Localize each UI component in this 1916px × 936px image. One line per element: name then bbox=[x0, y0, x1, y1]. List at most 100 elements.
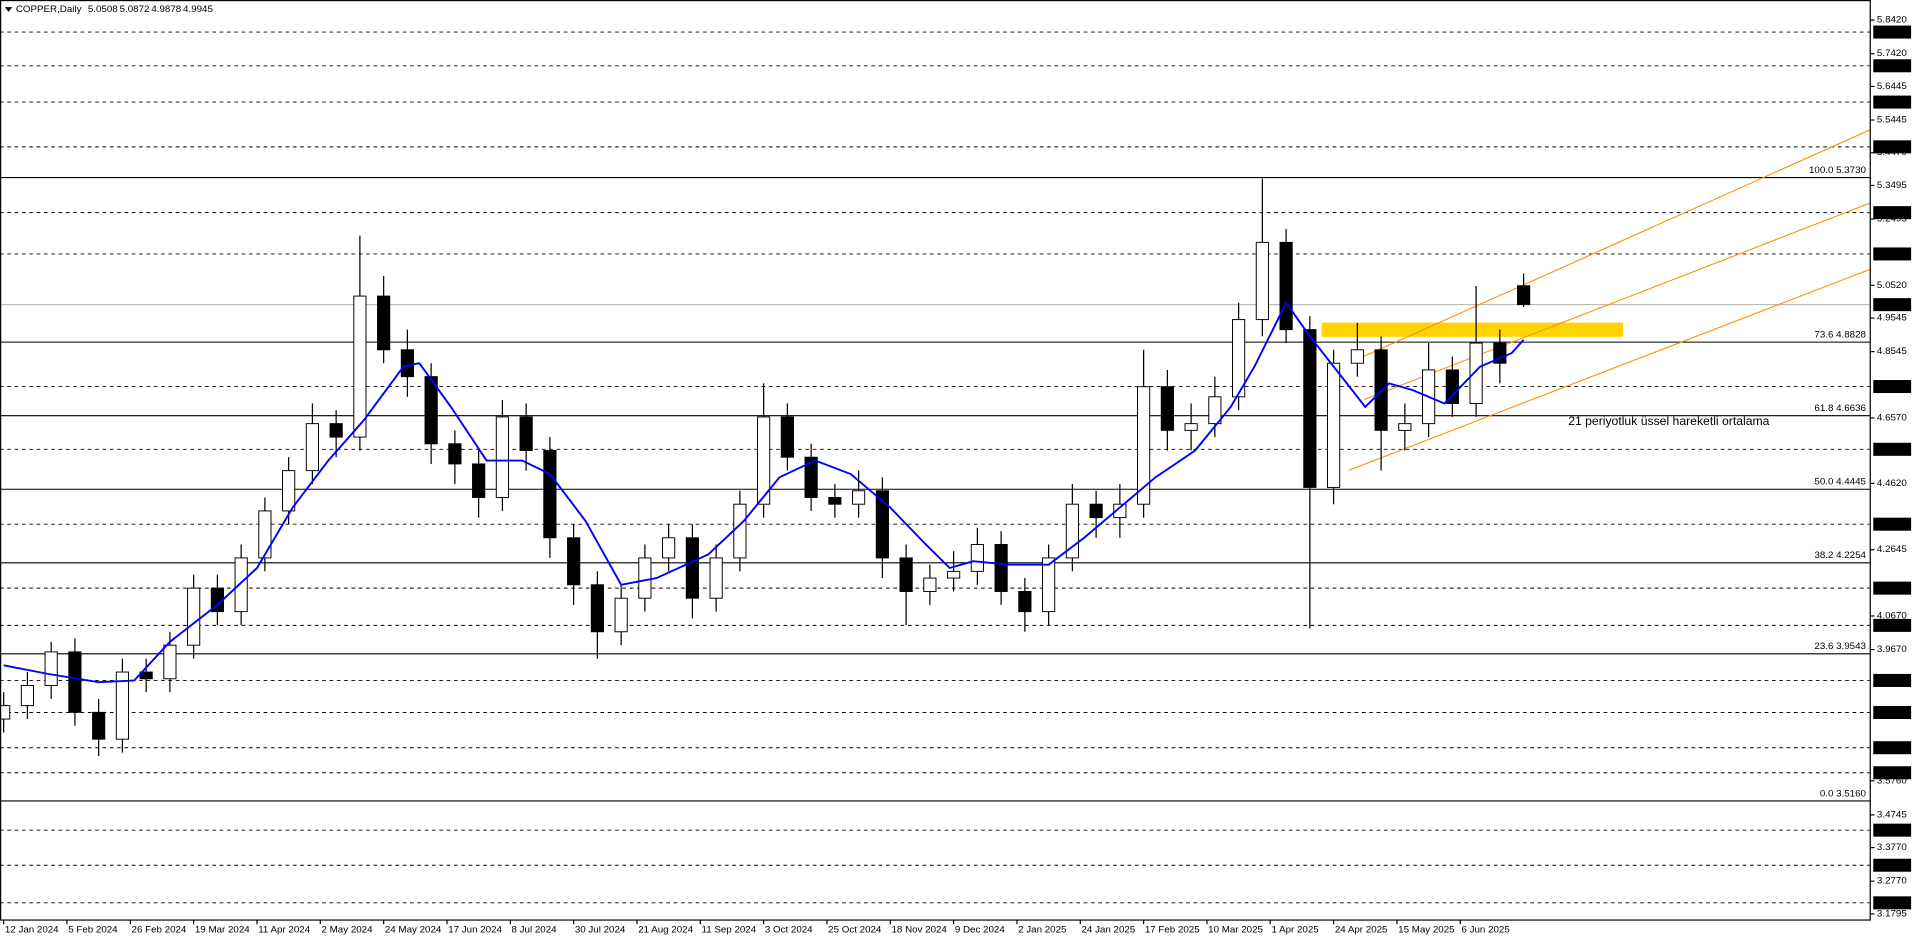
x-tick-label: 9 Dec 2024 bbox=[955, 925, 1006, 936]
candle-body bbox=[899, 557, 913, 592]
level-label: 4.7505 bbox=[1876, 381, 1907, 392]
candle-body bbox=[1350, 349, 1364, 364]
annotation: 21 periyotluk üssel hareketli ortalama bbox=[1568, 414, 1770, 428]
y-tick-label: 3.3770 bbox=[1877, 842, 1907, 853]
level-label-box bbox=[1873, 618, 1912, 632]
candle-body bbox=[1279, 241, 1293, 331]
candle-body bbox=[1042, 557, 1056, 613]
candle-body bbox=[780, 416, 794, 458]
level-label-box bbox=[1873, 581, 1912, 595]
x-tick-label: 2 Jan 2025 bbox=[1018, 925, 1066, 936]
y-tick-label: 5.8420 bbox=[1877, 15, 1907, 26]
level-label-box bbox=[1873, 140, 1912, 154]
candle-body bbox=[685, 537, 699, 599]
level-label-box bbox=[1873, 442, 1912, 456]
level-label: 4.3405 bbox=[1876, 519, 1907, 530]
x-tick-label: 5 Feb 2024 bbox=[68, 925, 118, 936]
levels-layer: 5.84205.74205.64455.54455.44705.34955.24… bbox=[0, 15, 1912, 936]
fib-label: 23.6 3.9543 bbox=[1814, 641, 1866, 652]
candle-body bbox=[852, 490, 866, 505]
candle-body bbox=[1208, 396, 1222, 425]
level-label: 5.4645 bbox=[1876, 141, 1907, 152]
candle-body bbox=[1445, 369, 1459, 404]
level-label-box bbox=[1873, 741, 1912, 755]
candle-body bbox=[543, 450, 557, 539]
level-label: 4.1500 bbox=[1876, 583, 1906, 594]
level-label: 5.7060 bbox=[1876, 60, 1906, 71]
level-label-box bbox=[1873, 517, 1912, 531]
x-tick-label: 15 May 2025 bbox=[1398, 925, 1454, 936]
x-tick-label: 8 Jul 2024 bbox=[512, 925, 558, 936]
candle-body bbox=[258, 510, 272, 559]
price-label: 4.9945 bbox=[1876, 299, 1907, 310]
x-tick-label: 21 Aug 2024 bbox=[638, 925, 693, 936]
level-label: 3.2125 bbox=[1876, 897, 1907, 908]
candle-body bbox=[1469, 342, 1483, 404]
candle-body bbox=[519, 416, 533, 451]
level-label-box bbox=[1873, 95, 1912, 109]
level-label: 3.4290 bbox=[1876, 825, 1906, 836]
candle-body bbox=[875, 490, 889, 559]
candle-body bbox=[590, 584, 604, 633]
candle-body bbox=[1160, 386, 1174, 431]
candle-body bbox=[733, 503, 747, 559]
x-tick-label: 17 Feb 2025 bbox=[1145, 925, 1200, 936]
candle-body bbox=[187, 587, 201, 646]
y-tick-label: 3.9670 bbox=[1877, 644, 1907, 655]
x-tick-label: 11 Sep 2024 bbox=[702, 925, 757, 936]
level-label: 3.3245 bbox=[1876, 860, 1907, 871]
level-label-box bbox=[1873, 247, 1912, 261]
candle-body bbox=[163, 644, 177, 680]
ohlc-open: 5.0508 bbox=[88, 4, 118, 15]
level-label-box bbox=[1873, 206, 1912, 220]
fib-label: 50.0 4.4445 bbox=[1814, 477, 1866, 488]
candle-body bbox=[638, 557, 652, 599]
level-label: 3.6000 bbox=[1876, 767, 1906, 778]
y-tick-label: 4.4620 bbox=[1877, 478, 1907, 489]
candle-body bbox=[757, 416, 771, 505]
y-tick-label: 5.7420 bbox=[1877, 48, 1907, 59]
x-tick-label: 30 Jul 2024 bbox=[575, 925, 626, 936]
y-tick-label: 5.5445 bbox=[1877, 115, 1907, 126]
candle-body bbox=[709, 557, 723, 599]
candle-body bbox=[68, 651, 82, 713]
y-tick-label: 3.1795 bbox=[1877, 909, 1907, 920]
chart-title: COPPER,Daily bbox=[16, 4, 82, 15]
ohlc-high: 5.0872 bbox=[120, 4, 150, 15]
candle-body bbox=[282, 470, 296, 512]
level-label: 5.8065 bbox=[1876, 27, 1907, 38]
ohlc-low: 4.9878 bbox=[151, 4, 181, 15]
level-label: 5.1455 bbox=[1876, 249, 1907, 260]
candle-body bbox=[1493, 342, 1507, 364]
candle-body bbox=[424, 376, 438, 445]
candle-body bbox=[1517, 285, 1531, 306]
candle-body bbox=[1184, 423, 1198, 431]
y-tick-label: 5.6445 bbox=[1877, 81, 1907, 92]
candle-body bbox=[947, 570, 961, 579]
level-label-box bbox=[1873, 706, 1912, 720]
y-tick-label: 4.6570 bbox=[1877, 413, 1907, 424]
level-label: 3.8750 bbox=[1876, 675, 1906, 686]
x-tick-label: 10 Mar 2025 bbox=[1208, 925, 1263, 936]
level-label-box bbox=[1873, 823, 1912, 837]
x-tick-label: 6 Jun 2025 bbox=[1461, 925, 1509, 936]
candle-body bbox=[472, 463, 486, 498]
ema-line bbox=[3, 300, 1525, 684]
candle-body bbox=[1113, 503, 1127, 519]
fib-label: 38.2 4.2254 bbox=[1814, 550, 1866, 561]
ohlc-close: 4.9945 bbox=[183, 4, 213, 15]
candles-layer bbox=[0, 178, 1531, 756]
candle-body bbox=[44, 651, 58, 686]
candle-body bbox=[1255, 241, 1269, 321]
candle-body bbox=[305, 423, 319, 472]
level-label-box bbox=[1873, 766, 1912, 780]
level-label: 3.6746 bbox=[1876, 742, 1906, 753]
x-tick-label: 2 May 2024 bbox=[322, 925, 374, 936]
candle-body bbox=[495, 416, 509, 498]
x-tick-label: 11 Apr 2024 bbox=[258, 925, 311, 936]
x-tick-label: 17 Jun 2024 bbox=[448, 925, 502, 936]
level-label: 5.5979 bbox=[1876, 97, 1906, 108]
menu-triangle bbox=[4, 7, 13, 12]
candle-body bbox=[92, 711, 106, 740]
